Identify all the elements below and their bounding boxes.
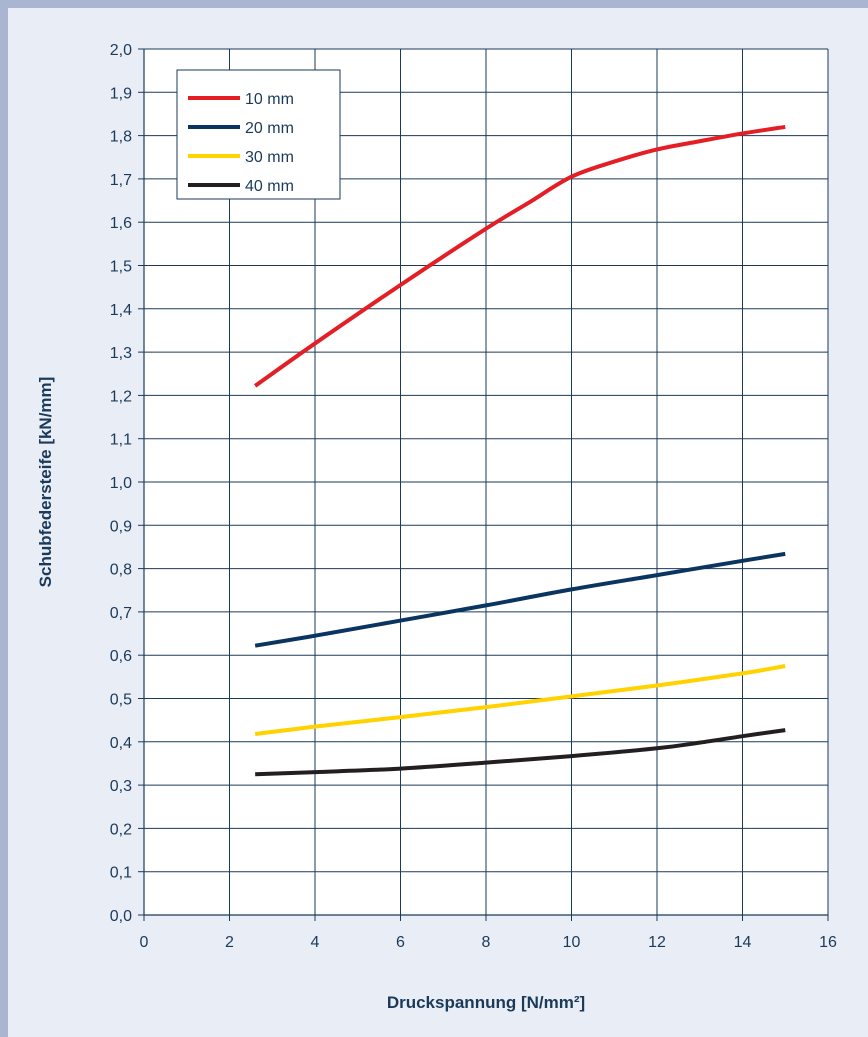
series-lines [253,124,786,777]
y-tick-label: 1,6 [110,215,132,232]
legend-label: 30 mm [245,149,294,166]
y-tick-label: 0,2 [110,821,132,838]
x-tick-label: 10 [563,934,581,951]
x-tick-label: 12 [648,934,666,951]
y-tick-label: 0,0 [110,908,132,925]
legend: 10 mm 20 mm 30 mm 40 mm [176,69,341,200]
x-tick-label: 6 [396,934,405,951]
series-line-10-mm [253,124,786,388]
y-tick-label: 1,8 [110,129,132,146]
axes: 0 2 4 6 8 10 12 14 16 0,0 0,1 0,2 0,3 0,4 0,5 0,6 0,7 0,8… [110,42,837,951]
y-tick-label: 1,5 [110,259,132,276]
x-tick-label: 2 [225,934,234,951]
series-line-20-mm [254,551,786,648]
chart-frame: 0 2 4 6 8 10 12 14 16 0,0 0,1 0,2 0,3 0,4 0,5 0,6 0,7 0,8… [8,8,868,1037]
y-tick-label: 0,9 [110,518,132,535]
y-tick-label: 0,3 [110,778,132,795]
grid [144,48,829,915]
legend-label: 40 mm [245,178,294,195]
x-tick-label: 4 [311,934,320,951]
y-tick-label: 1,2 [110,388,132,405]
legend-label: 10 mm [245,91,294,108]
y-tick-label: 1,0 [110,475,132,492]
y-tick-label: 0,1 [110,865,132,882]
y-tick-label: 1,7 [110,172,132,189]
y-tick-label: 1,9 [110,85,132,102]
legend-label: 20 mm [245,120,294,137]
y-tick-label: 0,5 [110,692,132,709]
series-line-40-mm [255,728,786,777]
y-tick-label: 0,6 [110,648,132,665]
y-tick-label: 0,7 [110,605,132,622]
series-line-30-mm [254,664,786,736]
y-tick-label: 1,3 [110,345,132,362]
x-tick-label: 8 [482,934,491,951]
y-tick-label: 2,0 [110,42,132,59]
y-axis-title: Schubfedersteife [kN/mm] [36,377,55,588]
y-tick-label: 1,4 [110,302,132,319]
line-chart: 0 2 4 6 8 10 12 14 16 0,0 0,1 0,2 0,3 0,4 0,5 0,6 0,7 0,8… [36,42,837,1012]
x-axis-title: Druckspannung [N/mm²] [387,993,585,1012]
x-tick-label: 0 [140,934,149,951]
x-tick-label: 16 [819,934,837,951]
y-tick-label: 0,8 [110,562,132,579]
x-tick-label: 14 [734,934,752,951]
y-tick-label: 0,4 [110,735,132,752]
y-tick-label: 1,1 [110,432,132,449]
legend-box [176,69,341,200]
